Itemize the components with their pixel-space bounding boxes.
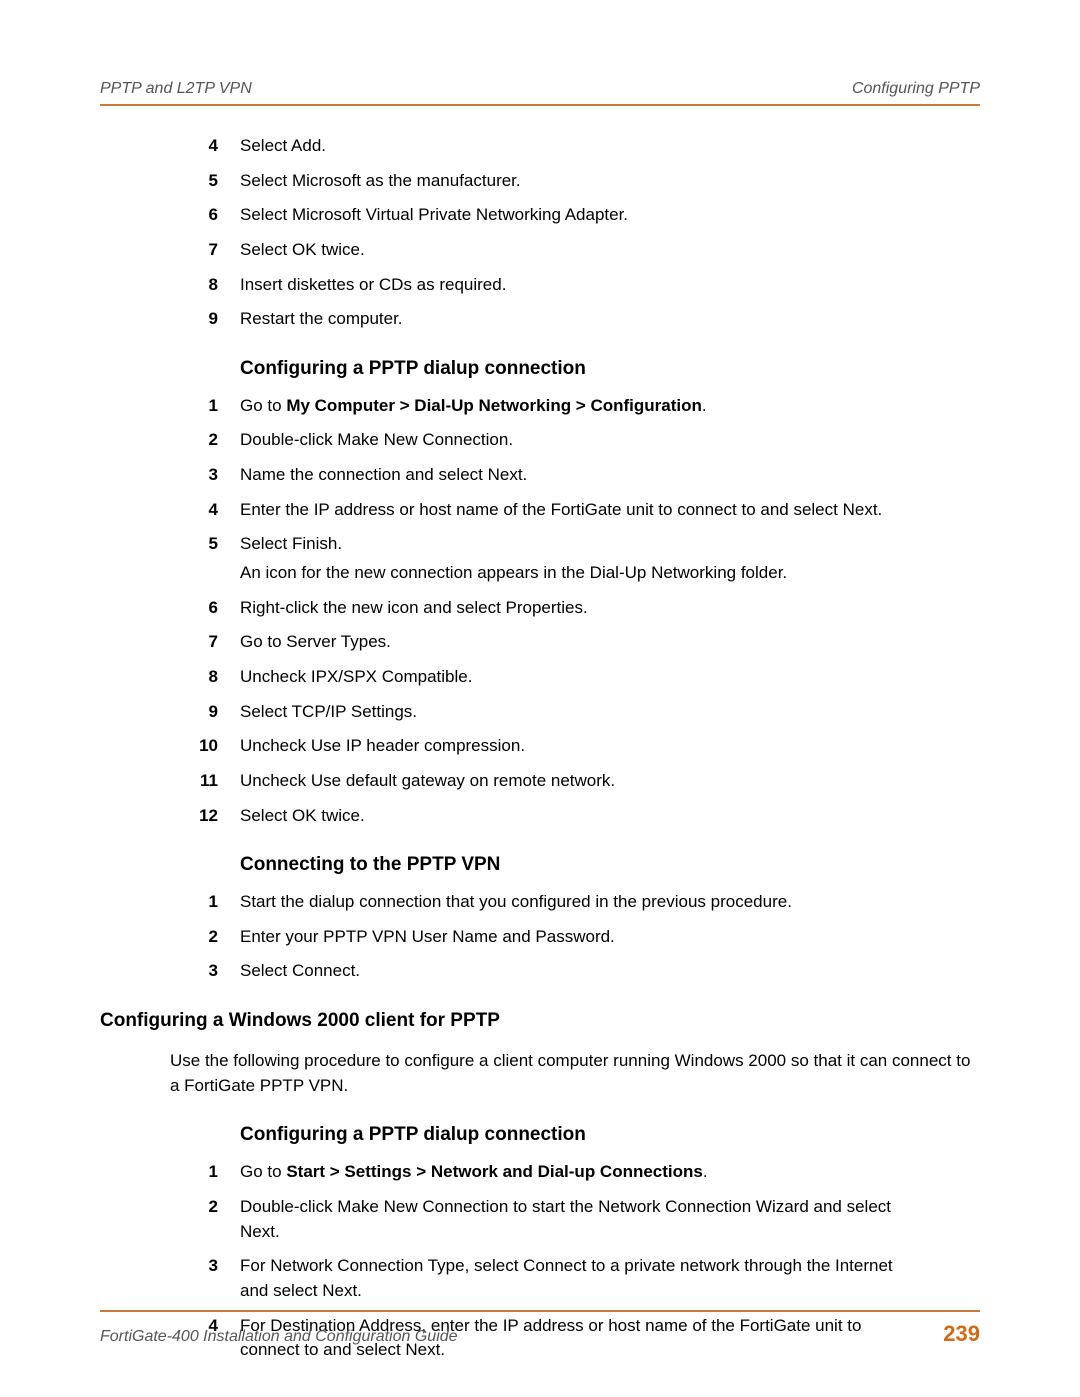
step-item: 5Select Finish.An icon for the new conne… [170, 532, 910, 585]
page-header: PPTP and L2TP VPN Configuring PPTP [100, 80, 980, 104]
step-text: Enter your PPTP VPN User Name and Passwo… [240, 925, 910, 950]
step-number: 5 [170, 169, 240, 194]
step-text: Select Add. [240, 134, 910, 159]
step-item: 1Go to Start > Settings > Network and Di… [170, 1160, 910, 1185]
step-text: Select Connect. [240, 959, 910, 984]
step-item: 8Insert diskettes or CDs as required. [170, 273, 910, 298]
step-text: Select TCP/IP Settings. [240, 700, 910, 725]
step-number: 3 [170, 1254, 240, 1279]
step-text: For Network Connection Type, select Conn… [240, 1254, 910, 1303]
step-item: 1Go to My Computer > Dial-Up Networking … [170, 394, 910, 419]
step-list-2: 1Go to My Computer > Dial-Up Networking … [170, 394, 910, 828]
step-subtext: An icon for the new connection appears i… [240, 561, 910, 586]
step-item: 3For Network Connection Type, select Con… [170, 1254, 910, 1303]
step-number: 7 [170, 630, 240, 655]
step-number: 2 [170, 925, 240, 950]
step-item: 9Restart the computer. [170, 307, 910, 332]
step-item: 3Select Connect. [170, 959, 910, 984]
step-item: 2Double-click Make New Connection to sta… [170, 1195, 910, 1244]
header-right: Configuring PPTP [852, 80, 980, 98]
step-number: 2 [170, 1195, 240, 1220]
step-number: 6 [170, 596, 240, 621]
step-text: Right-click the new icon and select Prop… [240, 596, 910, 621]
step-text: Uncheck Use IP header compression. [240, 734, 910, 759]
step-item: 9Select TCP/IP Settings. [170, 700, 910, 725]
step-item: 7Select OK twice. [170, 238, 910, 263]
step-item: 6Select Microsoft Virtual Private Networ… [170, 203, 910, 228]
paragraph-intro: Use the following procedure to configure… [170, 1049, 980, 1098]
step-text: Uncheck IPX/SPX Compatible. [240, 665, 910, 690]
footer-guide-title: FortiGate-400 Installation and Configura… [100, 1328, 458, 1346]
step-text: Name the connection and select Next. [240, 463, 910, 488]
step-item: 7Go to Server Types. [170, 630, 910, 655]
step-text: Restart the computer. [240, 307, 910, 332]
heading-win2000: Configuring a Windows 2000 client for PP… [100, 1010, 980, 1032]
document-page: PPTP and L2TP VPN Configuring PPTP 4Sele… [0, 0, 1080, 1397]
bold-path: Start > Settings > Network and Dial-up C… [286, 1162, 703, 1181]
step-text: Uncheck Use default gateway on remote ne… [240, 769, 910, 794]
step-item: 12Select OK twice. [170, 804, 910, 829]
step-item: 11Uncheck Use default gateway on remote … [170, 769, 910, 794]
step-item: 1Start the dialup connection that you co… [170, 890, 910, 915]
step-item: 4Select Add. [170, 134, 910, 159]
step-number: 10 [170, 734, 240, 759]
step-number: 1 [170, 890, 240, 915]
header-rule [100, 104, 980, 106]
step-item: 10Uncheck Use IP header compression. [170, 734, 910, 759]
subheading-connecting-vpn: Connecting to the PPTP VPN [240, 854, 910, 876]
step-text: Select Finish.An icon for the new connec… [240, 532, 910, 585]
page-footer: FortiGate-400 Installation and Configura… [100, 1321, 980, 1347]
step-number: 8 [170, 273, 240, 298]
step-text: Insert diskettes or CDs as required. [240, 273, 910, 298]
step-text: Select OK twice. [240, 238, 910, 263]
step-text: Double-click Make New Connection to star… [240, 1195, 910, 1244]
step-number: 5 [170, 532, 240, 557]
page-number: 239 [943, 1321, 980, 1347]
step-number: 1 [170, 1160, 240, 1185]
step-number: 4 [170, 134, 240, 159]
step-number: 11 [170, 769, 240, 794]
step-text: Select OK twice. [240, 804, 910, 829]
subheading-pptp-dialup-1: Configuring a PPTP dialup connection [240, 358, 910, 380]
step-list-3: 1Start the dialup connection that you co… [170, 890, 910, 984]
content-block-top: 4Select Add.5Select Microsoft as the man… [100, 134, 910, 984]
step-number: 12 [170, 804, 240, 829]
step-text: Go to Server Types. [240, 630, 910, 655]
step-number: 6 [170, 203, 240, 228]
step-number: 4 [170, 498, 240, 523]
step-number: 3 [170, 463, 240, 488]
step-list-1: 4Select Add.5Select Microsoft as the man… [170, 134, 910, 332]
step-text: Start the dialup connection that you con… [240, 890, 910, 915]
step-number: 9 [170, 307, 240, 332]
step-text: Go to Start > Settings > Network and Dia… [240, 1160, 910, 1185]
step-number: 1 [170, 394, 240, 419]
step-text: Enter the IP address or host name of the… [240, 498, 910, 523]
step-number: 2 [170, 428, 240, 453]
step-item: 4Enter the IP address or host name of th… [170, 498, 910, 523]
step-text: Double-click Make New Connection. [240, 428, 910, 453]
step-text: Select Microsoft as the manufacturer. [240, 169, 910, 194]
step-item: 2Double-click Make New Connection. [170, 428, 910, 453]
step-item: 3Name the connection and select Next. [170, 463, 910, 488]
step-item: 8Uncheck IPX/SPX Compatible. [170, 665, 910, 690]
step-item: 5Select Microsoft as the manufacturer. [170, 169, 910, 194]
step-number: 3 [170, 959, 240, 984]
header-left: PPTP and L2TP VPN [100, 80, 252, 98]
step-number: 8 [170, 665, 240, 690]
bold-path: My Computer > Dial-Up Networking > Confi… [286, 396, 702, 415]
step-text: Go to My Computer > Dial-Up Networking >… [240, 394, 910, 419]
step-item: 6Right-click the new icon and select Pro… [170, 596, 910, 621]
step-text: Select Microsoft Virtual Private Network… [240, 203, 910, 228]
step-item: 2Enter your PPTP VPN User Name and Passw… [170, 925, 910, 950]
step-number: 7 [170, 238, 240, 263]
subheading-pptp-dialup-2: Configuring a PPTP dialup connection [240, 1124, 910, 1146]
footer-rule [100, 1310, 980, 1312]
step-number: 9 [170, 700, 240, 725]
